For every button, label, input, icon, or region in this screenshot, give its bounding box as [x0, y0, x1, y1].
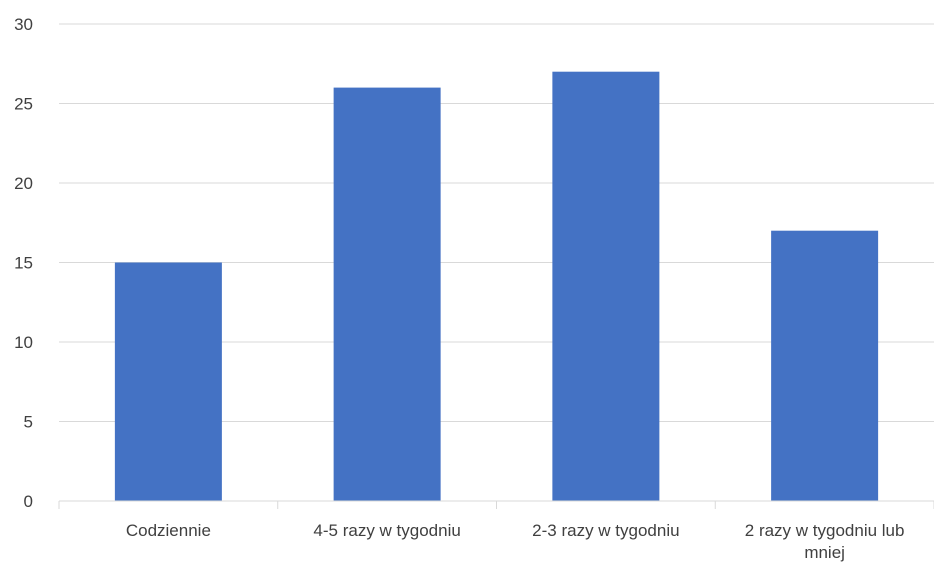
x-category-label-line: mniej [804, 543, 845, 562]
x-category-label: 2 razy w tygodniu lub mniej [745, 521, 905, 562]
bar [552, 71, 660, 501]
x-category-label: 2-3 razy w tygodniu [532, 521, 679, 540]
bar [114, 262, 222, 501]
x-axis-labels: Codziennie 4-5 razy w tygodniu 2-3 razy w … [126, 521, 905, 562]
bars [114, 71, 879, 501]
x-category-label-line: Codziennie [126, 521, 211, 540]
x-axis [58, 500, 934, 509]
x-category-label: Codziennie [126, 521, 211, 540]
y-tick-label: 20 [14, 174, 33, 193]
y-tick-label: 5 [24, 413, 33, 432]
bar [771, 230, 879, 501]
y-tick-label: 25 [14, 95, 33, 114]
y-tick-label: 15 [14, 254, 33, 273]
x-category-label-line: 4-5 razy w tygodniu [313, 521, 460, 540]
y-axis-ticks: 0 5 10 15 20 25 30 [14, 15, 33, 511]
y-tick-label: 10 [14, 333, 33, 352]
y-tick-label: 30 [14, 15, 33, 34]
bar [333, 87, 441, 501]
x-category-label-line: 2-3 razy w tygodniu [532, 521, 679, 540]
y-tick-label: 0 [24, 492, 33, 511]
x-category-label: 4-5 razy w tygodniu [313, 521, 460, 540]
x-category-label-line: 2 razy w tygodniu lub [745, 521, 905, 540]
